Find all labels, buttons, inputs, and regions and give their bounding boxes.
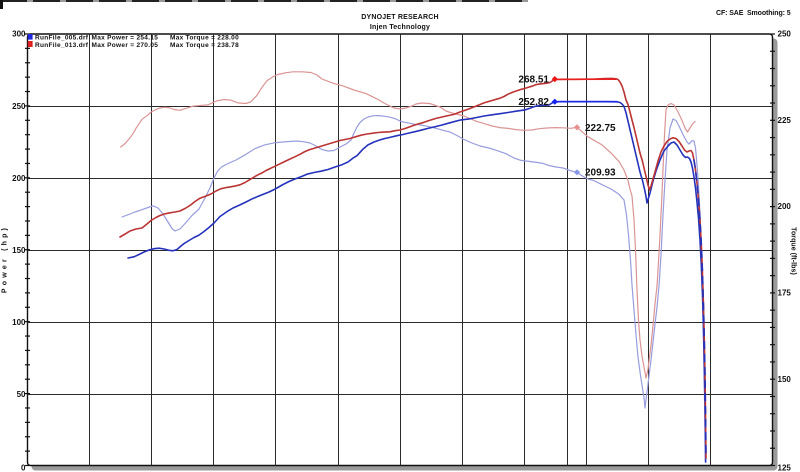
svg-text:225: 225 [778, 116, 792, 125]
svg-text:DYNOJET RESEARCH: DYNOJET RESEARCH [361, 14, 439, 21]
svg-text:150: 150 [778, 375, 792, 384]
svg-text:Max Torque = 228.00: Max Torque = 228.00 [170, 35, 239, 42]
svg-text:50: 50 [17, 390, 26, 399]
svg-text:200: 200 [12, 174, 26, 183]
svg-text:222.75: 222.75 [585, 123, 616, 134]
svg-text:Injen Technology: Injen Technology [370, 24, 430, 31]
svg-text:RunFile_013.drf: RunFile_013.drf [35, 42, 89, 49]
svg-text:252.82: 252.82 [518, 97, 549, 108]
svg-text:250: 250 [12, 102, 26, 111]
svg-text:CF: SAE Smoothing: 5: CF: SAE Smoothing: 5 [716, 10, 791, 17]
svg-text:Power (hp): Power (hp) [2, 225, 9, 293]
svg-text:100: 100 [12, 318, 26, 327]
svg-text:Max Power = 270.05: Max Power = 270.05 [92, 42, 159, 49]
svg-text:150: 150 [12, 246, 26, 255]
svg-text:Max Power = 254.15: Max Power = 254.15 [92, 35, 159, 42]
svg-text:Max Torque = 238.78: Max Torque = 238.78 [170, 42, 239, 49]
svg-text:Torque (ft-lbs): Torque (ft-lbs) [790, 227, 797, 275]
svg-text:209.93: 209.93 [585, 168, 616, 179]
svg-text:125: 125 [778, 463, 792, 472]
svg-text:RunFile_005.drf: RunFile_005.drf [35, 35, 89, 42]
svg-text:250: 250 [778, 30, 792, 39]
svg-text:268.51: 268.51 [518, 74, 549, 85]
svg-text:300: 300 [12, 30, 26, 39]
svg-text:175: 175 [778, 289, 792, 298]
svg-text:200: 200 [778, 202, 792, 211]
svg-text:0: 0 [21, 463, 26, 472]
